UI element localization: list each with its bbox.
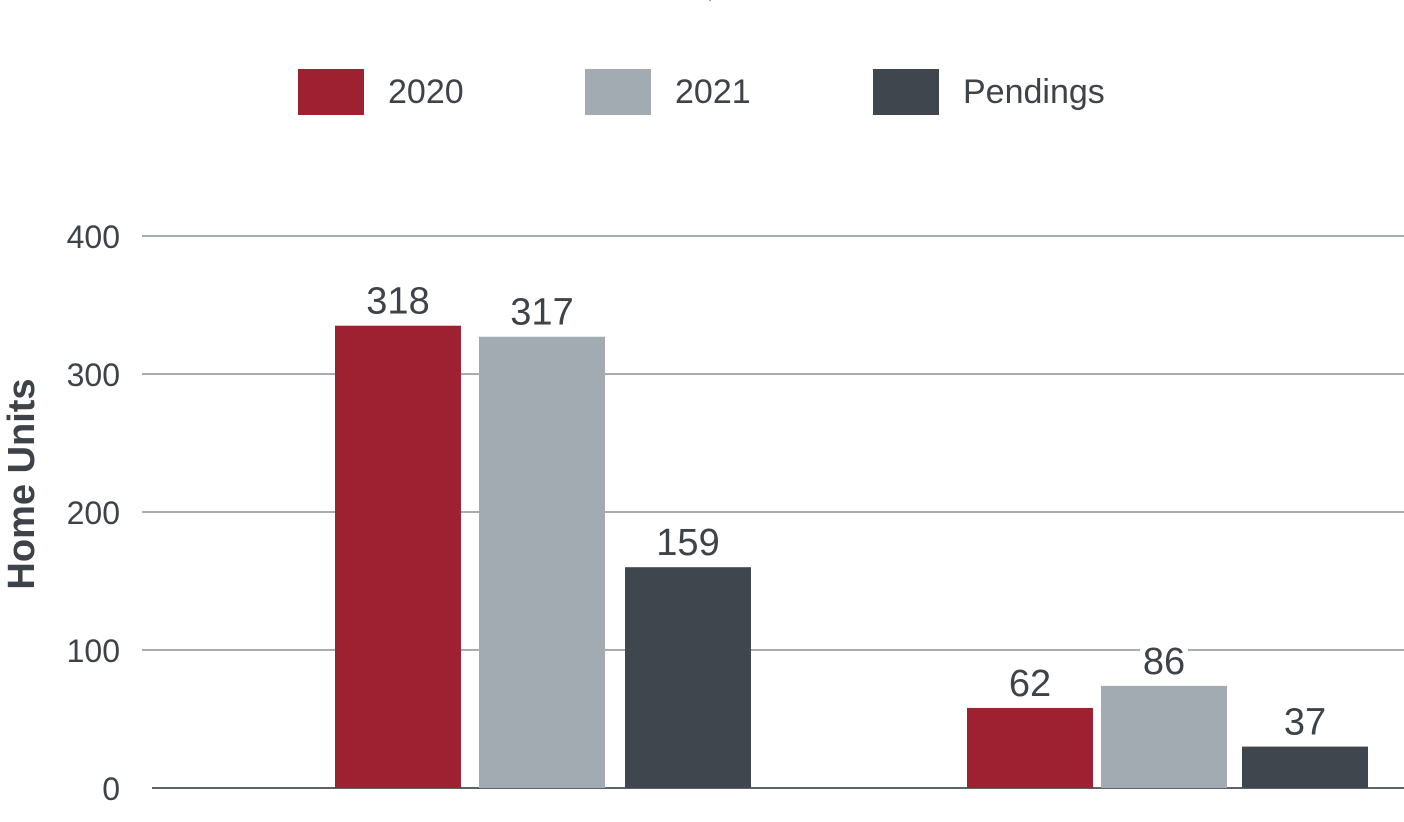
data-label-2021-group-2: 86	[1143, 641, 1185, 683]
legend-label-2020: 2020	[388, 72, 464, 111]
bar-2021-group-1	[479, 336, 605, 788]
legend-label-pendings: Pendings	[963, 72, 1105, 111]
data-label-bg	[363, 279, 433, 320]
legend-item-2020: 2020	[298, 69, 464, 115]
data-label-2020-group-2: 62	[1009, 663, 1051, 705]
data-label-bg	[1281, 700, 1329, 741]
y-tick-label-300: 300	[67, 357, 120, 393]
bar-2020-group-2	[967, 707, 1093, 788]
legend-swatch-pendings	[873, 69, 939, 115]
legend: 2020 2021 Pendings	[0, 69, 1404, 115]
data-label-bg	[1006, 661, 1054, 702]
data-label-2020-group-1: 318	[366, 281, 429, 323]
legend-item-2021: 2021	[585, 69, 751, 115]
y-tick-label-100: 100	[67, 633, 120, 669]
legend-item-pendings: Pendings	[873, 69, 1105, 115]
data-label-pendings-group-1: 159	[656, 522, 719, 564]
data-label-bg	[1140, 639, 1188, 680]
legend-swatch-2021	[585, 69, 651, 115]
bar-2020-group-1	[335, 325, 461, 788]
bar-pendings-group-2	[1242, 746, 1368, 788]
legend-swatch-2020	[298, 69, 364, 115]
data-label-pendings-group-2: 37	[1284, 702, 1326, 744]
y-tick-label-0: 0	[102, 771, 120, 807]
y-axis-title: Home Units	[1, 378, 43, 589]
data-label-2021-group-1: 317	[510, 292, 573, 334]
bar-2021-group-2	[1101, 685, 1227, 788]
legend-label-2021: 2021	[675, 72, 751, 111]
y-tick-label-400: 400	[67, 219, 120, 255]
data-label-bg	[507, 290, 577, 331]
y-tick-label-200: 200	[67, 495, 120, 531]
data-label-bg	[653, 521, 723, 562]
bar-pendings-group-1	[625, 567, 751, 788]
